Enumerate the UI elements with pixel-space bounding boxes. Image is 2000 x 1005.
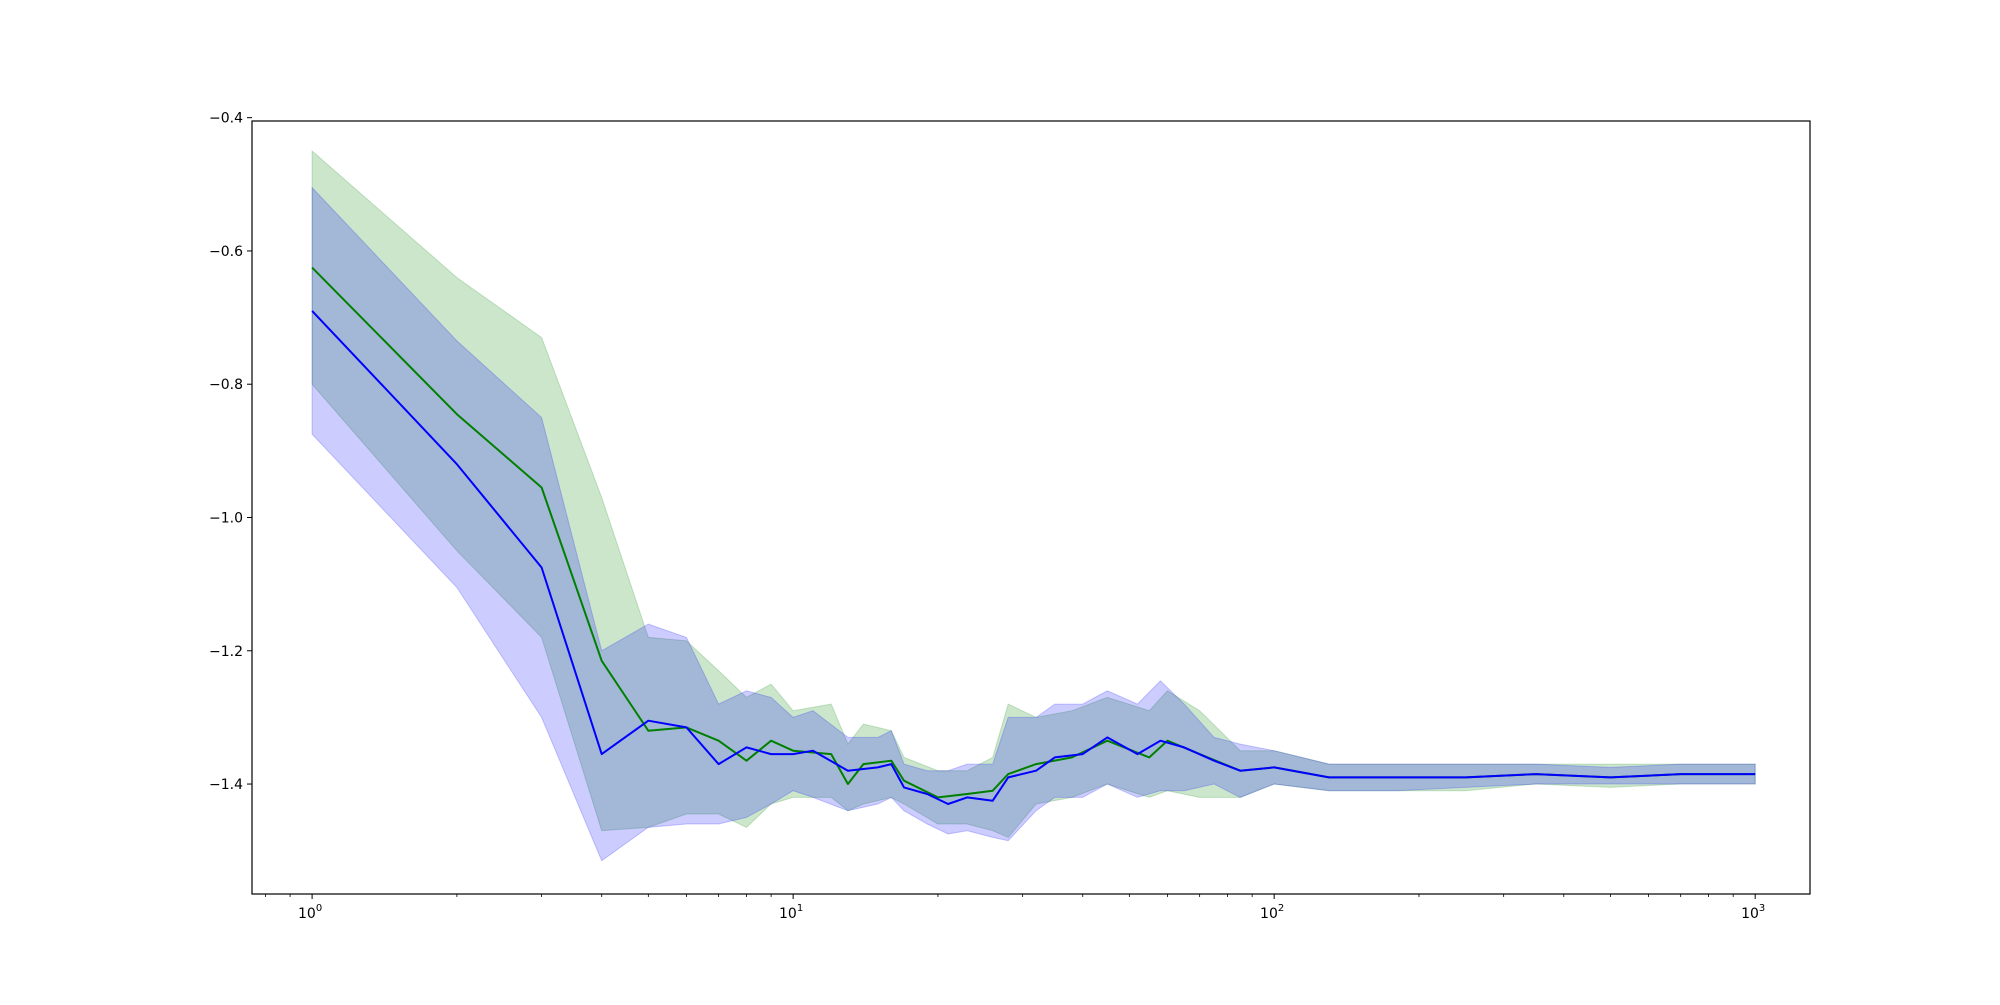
x-tick-label-exponent: 3 <box>1759 903 1765 914</box>
y-axis: −0.4 −0.6 −0.8 −1.0 −1.2 −1.4 <box>209 111 252 793</box>
x-tick-label-base: 10 <box>298 906 316 922</box>
x-tick-label: 100 <box>298 903 322 922</box>
series-1-band <box>311 186 1756 862</box>
series-1-line <box>311 310 1756 805</box>
x-tick-label-base: 10 <box>1741 906 1759 922</box>
x-tick-label: 103 <box>1741 903 1765 922</box>
y-tick-label: −1.0 <box>209 510 243 526</box>
x-tick-label-base: 10 <box>1260 906 1278 922</box>
series-0-band <box>311 149 1756 839</box>
series-lines <box>311 266 1756 805</box>
x-tick-label-exponent: 2 <box>1278 903 1284 914</box>
x-tick-label-base: 10 <box>779 906 797 922</box>
confidence-bands <box>311 149 1756 862</box>
x-tick-label-exponent: 1 <box>797 903 803 914</box>
x-tick-label-exponent: 0 <box>316 903 322 914</box>
plot-frame <box>251 120 1811 895</box>
y-tick-label: −0.6 <box>209 244 243 260</box>
x-tick-label: 101 <box>779 903 803 922</box>
y-tick-label: −0.8 <box>209 377 243 393</box>
x-tick-label: 102 <box>1260 903 1284 922</box>
y-tick-label: −0.4 <box>209 111 243 127</box>
y-tick-label: −1.4 <box>209 777 243 793</box>
y-tick-label: −1.2 <box>209 644 243 660</box>
